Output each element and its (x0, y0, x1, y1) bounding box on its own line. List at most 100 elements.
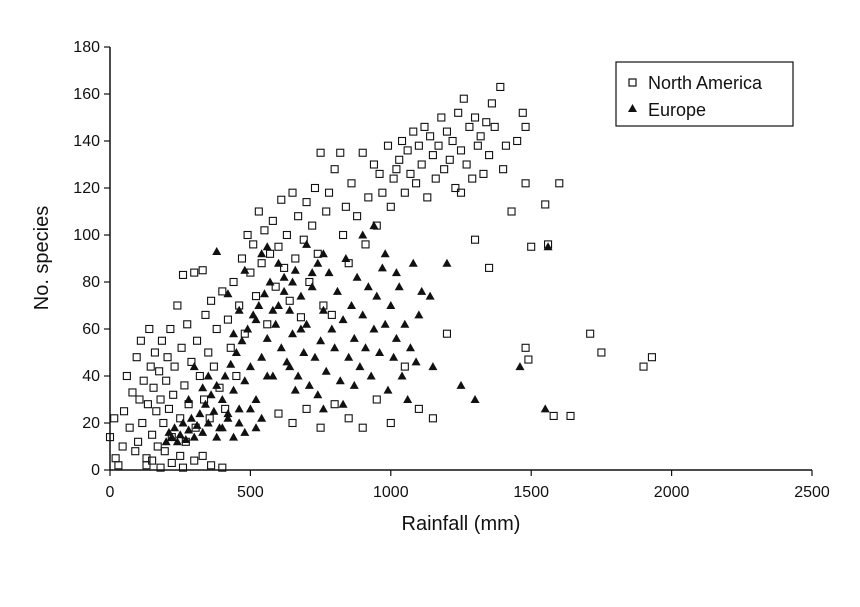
north-america-point (176, 451, 185, 460)
north-america-point (277, 195, 286, 204)
north-america-point (153, 442, 162, 451)
europe-point (540, 404, 550, 413)
europe-point (279, 272, 289, 281)
north-america-point (142, 461, 151, 470)
north-america-point (406, 169, 415, 178)
europe-point (262, 371, 272, 380)
north-america-point (150, 348, 159, 357)
europe-point (304, 380, 314, 389)
europe-point (251, 315, 261, 324)
europe-point (276, 343, 286, 352)
y-tick-label: 40 (82, 368, 100, 385)
y-axis-title: No. species (31, 206, 53, 311)
north-america-point (442, 127, 452, 136)
europe-point (184, 425, 194, 434)
north-america-point (482, 118, 491, 127)
europe-point (288, 329, 298, 338)
north-america-point (169, 390, 178, 399)
legend-north-america-marker (628, 78, 637, 87)
europe-point (369, 221, 379, 230)
north-america-point (403, 146, 412, 155)
europe-point (229, 432, 239, 441)
north-america-point (163, 353, 172, 362)
north-america-point (268, 216, 277, 225)
europe-point (332, 286, 342, 295)
europe-point (341, 254, 351, 262)
north-america-point (145, 324, 154, 334)
north-america-point (167, 458, 176, 468)
europe-point (223, 289, 233, 298)
europe-point (217, 423, 227, 432)
north-america-point (138, 418, 147, 428)
europe-point (220, 371, 230, 380)
europe-point (307, 282, 317, 291)
north-america-point (170, 362, 179, 371)
europe-point (346, 301, 356, 309)
europe-point (257, 352, 267, 361)
north-america-point (639, 362, 648, 371)
north-america-point (302, 198, 311, 207)
north-america-point (218, 287, 227, 296)
north-america-point (437, 113, 446, 122)
europe-point (206, 390, 216, 399)
europe-point (212, 380, 222, 389)
north-america-point (232, 371, 241, 381)
y-tick-label: 60 (82, 321, 100, 338)
europe-point (391, 333, 401, 342)
europe-point (203, 371, 213, 380)
north-america-point (316, 148, 325, 157)
europe-point (192, 420, 202, 429)
europe-point (335, 376, 345, 385)
europe-point (290, 265, 300, 274)
north-america-point (243, 230, 252, 240)
north-america-point (524, 355, 533, 364)
europe-point (251, 395, 261, 403)
north-america-point (454, 108, 463, 117)
europe-point (386, 301, 396, 309)
x-tick-label: 2500 (794, 484, 830, 501)
north-america-point (132, 353, 141, 362)
north-america-point (485, 151, 494, 160)
europe-point (470, 395, 480, 403)
legend-box (615, 61, 794, 127)
north-america-point (456, 188, 466, 197)
europe-point (355, 362, 365, 371)
north-america-point (499, 165, 508, 174)
europe-point (161, 437, 171, 446)
europe-point (243, 324, 253, 333)
europe-point (405, 343, 415, 352)
north-america-point (336, 148, 345, 157)
north-america-point (128, 388, 137, 397)
north-america-point (183, 320, 192, 329)
north-america-point (448, 136, 457, 146)
europe-point (456, 380, 466, 389)
north-america-point (417, 160, 426, 169)
north-america-point (274, 409, 283, 418)
north-america-point (118, 442, 127, 451)
north-america-point (330, 400, 339, 409)
north-america-point (173, 301, 182, 310)
north-america-point (358, 148, 367, 157)
north-america-point (375, 169, 384, 178)
north-america-point (110, 414, 119, 423)
europe-point (307, 268, 317, 277)
europe-point (229, 385, 239, 394)
north-america-point (423, 193, 432, 202)
north-america-point (428, 414, 437, 423)
europe-point (327, 324, 337, 333)
europe-point (234, 305, 244, 314)
north-america-point (378, 188, 387, 197)
north-america-point (344, 414, 353, 423)
europe-point (290, 385, 300, 394)
europe-point (363, 282, 373, 291)
north-america-point (372, 395, 381, 404)
y-tick-label: 100 (73, 227, 100, 244)
europe-point (338, 399, 348, 408)
europe-point (245, 362, 255, 371)
north-america-point (122, 371, 131, 381)
north-america-point (527, 242, 536, 251)
north-america-point (358, 423, 367, 432)
europe-point (189, 432, 199, 441)
europe-point (380, 249, 390, 258)
